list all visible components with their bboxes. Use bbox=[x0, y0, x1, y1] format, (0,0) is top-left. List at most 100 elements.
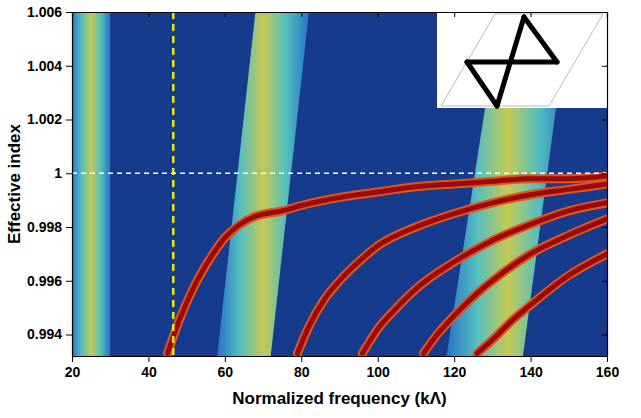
tick bbox=[301, 12, 302, 17]
data-layer bbox=[72, 12, 607, 356]
tick: 0.996 bbox=[27, 273, 72, 289]
tick-label: 140 bbox=[519, 364, 543, 380]
tick bbox=[602, 173, 607, 174]
tick-mark bbox=[148, 356, 149, 362]
tick-label: 0.994 bbox=[27, 326, 62, 342]
tick: 0.994 bbox=[27, 326, 72, 342]
tick-label: 80 bbox=[294, 364, 310, 380]
inset-background bbox=[437, 12, 607, 108]
plot-background bbox=[72, 12, 607, 356]
tick-label: 0.996 bbox=[27, 273, 62, 289]
inset bbox=[437, 12, 607, 108]
tick-mark bbox=[301, 356, 302, 362]
tick-mark bbox=[602, 66, 607, 67]
tick-mark bbox=[602, 335, 607, 336]
tick-mark bbox=[225, 356, 226, 362]
axis-line bbox=[73, 356, 608, 357]
tick: 20 bbox=[65, 356, 81, 380]
tick: 1.002 bbox=[27, 111, 72, 127]
tick bbox=[602, 66, 607, 67]
tick-mark bbox=[72, 356, 73, 362]
tick bbox=[602, 227, 607, 228]
tick: 0.998 bbox=[27, 219, 72, 235]
lattice-bond bbox=[467, 62, 497, 106]
tick: 140 bbox=[519, 356, 543, 380]
tick-label: 100 bbox=[367, 364, 391, 380]
x-axis-title: Normalized frequency (kΛ) bbox=[232, 389, 446, 408]
chart: 20 40 60 80 100 120 140 160 0.994 0.996 0.998 1 1.00… bbox=[0, 0, 641, 418]
tick bbox=[607, 12, 608, 17]
tick-mark bbox=[602, 173, 607, 174]
tick: 80 bbox=[294, 356, 310, 380]
reference-line bbox=[72, 173, 607, 175]
mode-curve bbox=[424, 219, 607, 353]
tick-label: 1.004 bbox=[27, 58, 62, 74]
tick bbox=[602, 120, 607, 121]
tick: 40 bbox=[141, 356, 157, 380]
tick-mark bbox=[66, 335, 72, 336]
tick-mark bbox=[454, 356, 455, 362]
y-axis-title: Effective index bbox=[5, 123, 24, 244]
tick-mark bbox=[72, 12, 73, 17]
tick-label: 1.006 bbox=[27, 4, 62, 20]
mode-curve bbox=[477, 254, 607, 353]
tick-label: 0.998 bbox=[27, 219, 62, 235]
tick bbox=[602, 335, 607, 336]
tick-mark bbox=[66, 227, 72, 228]
tick bbox=[531, 12, 532, 17]
tick: 120 bbox=[443, 356, 467, 380]
tick-mark bbox=[66, 173, 72, 174]
band bbox=[217, 12, 309, 356]
lattice-bond bbox=[524, 17, 557, 62]
tick-mark bbox=[531, 356, 532, 362]
tick bbox=[602, 281, 607, 282]
mode-curve bbox=[168, 176, 607, 353]
axis-line bbox=[602, 13, 608, 357]
tick: 100 bbox=[367, 356, 391, 380]
tick-label: 1.002 bbox=[27, 111, 62, 127]
mode-curve bbox=[477, 254, 607, 353]
y-axis: 0.994 0.996 0.998 1 1.002 1.004 1.006 bbox=[27, 4, 73, 357]
tick-label: 160 bbox=[596, 364, 620, 380]
tick-mark bbox=[66, 12, 72, 13]
tick: 160 bbox=[596, 356, 620, 380]
tick: 1.006 bbox=[27, 4, 72, 20]
mode-curve bbox=[424, 219, 607, 353]
tick bbox=[378, 12, 379, 17]
plot: 20 40 60 80 100 120 140 160 0.994 0.996 0.998 1 1.00… bbox=[27, 4, 619, 380]
x-axis: 20 40 60 80 100 120 140 160 bbox=[65, 356, 620, 380]
tick-mark bbox=[301, 12, 302, 17]
tick-mark bbox=[148, 12, 149, 17]
mode-curve bbox=[362, 203, 607, 354]
reference-line bbox=[172, 12, 175, 356]
tick-mark bbox=[454, 12, 455, 17]
tick-mark bbox=[602, 120, 607, 121]
tick-mark bbox=[66, 120, 72, 121]
x-axis-top bbox=[73, 12, 608, 17]
tick-mark bbox=[66, 281, 72, 282]
tick: 60 bbox=[218, 356, 234, 380]
tick-label: 20 bbox=[65, 364, 81, 380]
axis-line bbox=[73, 13, 608, 18]
tick-label: 1 bbox=[54, 165, 62, 181]
mode-curve bbox=[362, 203, 607, 354]
tick-mark bbox=[602, 281, 607, 282]
mode-curve bbox=[297, 184, 607, 353]
mode-curve bbox=[297, 184, 607, 353]
tick-mark bbox=[378, 356, 379, 362]
tick-label: 60 bbox=[218, 364, 234, 380]
tick-label: 40 bbox=[141, 364, 157, 380]
tick: 1.004 bbox=[27, 58, 72, 74]
tick bbox=[72, 12, 73, 17]
tick: 1 bbox=[54, 165, 72, 181]
tick-mark bbox=[531, 12, 532, 17]
tick bbox=[225, 12, 226, 17]
tick-mark bbox=[607, 12, 608, 17]
y-axis-right bbox=[602, 13, 608, 357]
unit-cell bbox=[441, 14, 603, 106]
tick-mark bbox=[602, 227, 607, 228]
lattice-bond bbox=[497, 17, 524, 106]
band bbox=[72, 12, 110, 356]
tick-label: 120 bbox=[443, 364, 467, 380]
tick-mark bbox=[378, 12, 379, 17]
